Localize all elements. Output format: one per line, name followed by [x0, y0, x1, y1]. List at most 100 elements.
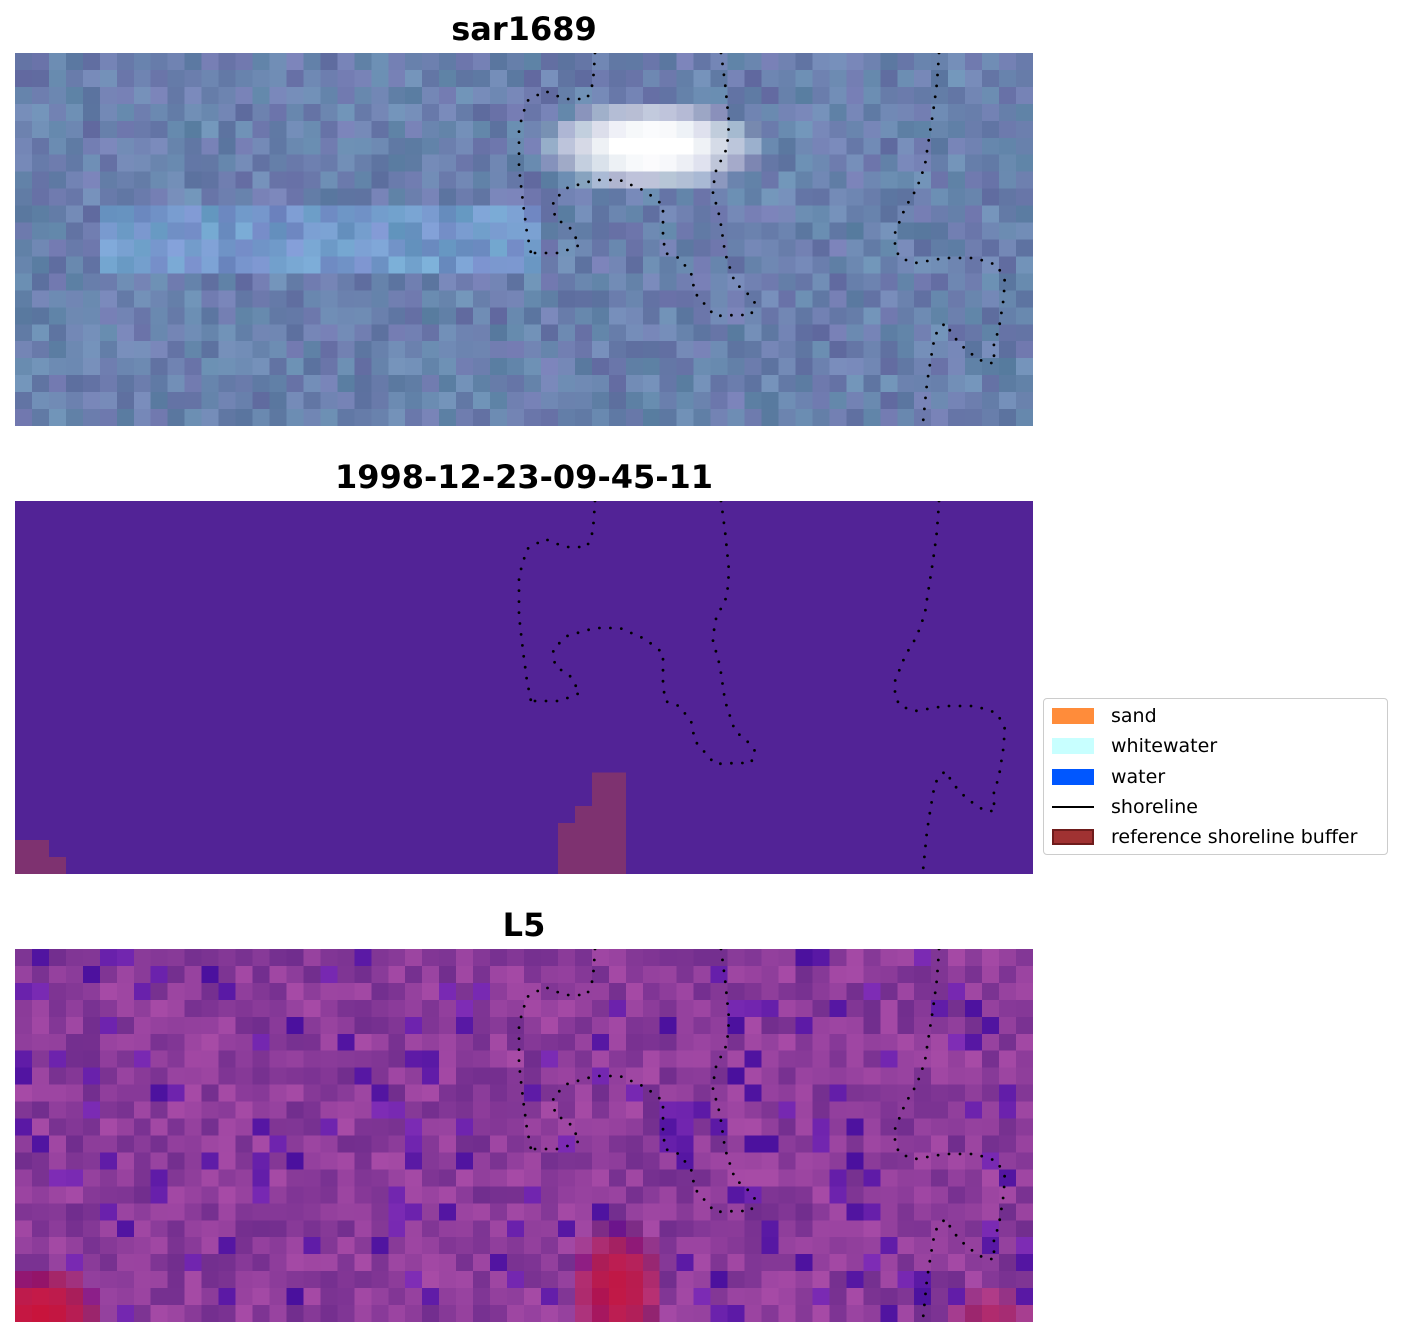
shoreline-dot [568, 1122, 572, 1126]
shoreline-dot [689, 720, 693, 724]
shoreline-dot [722, 521, 726, 525]
shoreline-dot [523, 665, 527, 669]
shoreline-dot [525, 676, 528, 680]
shoreline-dot [559, 1116, 563, 1120]
shoreline-dot [519, 119, 523, 123]
whitewater-swatch [1052, 738, 1094, 754]
shoreline-dot [676, 1152, 679, 1155]
shoreline-dot [592, 62, 596, 66]
shoreline-dot [750, 759, 754, 763]
shoreline-dot [517, 152, 521, 155]
shoreline-dot [917, 1077, 921, 1081]
shoreline-dot [753, 301, 756, 304]
shoreline-dot [948, 1224, 952, 1228]
shoreline-dot [995, 1229, 999, 1232]
shoreline-dot [731, 1172, 735, 1176]
sar-image [15, 53, 1033, 426]
legend-item-sand: sand [1052, 705, 1157, 727]
shoreline-dot [649, 1089, 652, 1093]
shoreline-dot [522, 556, 526, 560]
shoreline-dot [714, 649, 718, 653]
shoreline-dot [533, 251, 537, 255]
shoreline-dot [629, 631, 633, 635]
shoreline-dot [930, 1249, 933, 1252]
shoreline-dot [924, 608, 927, 612]
shoreline-dot [714, 201, 718, 205]
shoreline-dot [927, 1034, 931, 1038]
shoreline-dot [904, 706, 908, 710]
shoreline-dot [661, 679, 665, 683]
shoreline-dot [904, 1154, 908, 1158]
shoreline-dot [942, 1219, 945, 1223]
shoreline-dot [726, 554, 729, 557]
shoreline-dot [661, 657, 665, 661]
shoreline-dot [553, 1108, 556, 1112]
shoreline-dot [640, 188, 643, 191]
shoreline-dot [593, 53, 597, 55]
shoreline-dot [954, 785, 958, 789]
shoreline-dot [992, 354, 996, 358]
shoreline-dot [609, 1074, 612, 1078]
shoreline-dot [721, 234, 724, 237]
shoreline-dot [925, 385, 928, 389]
shoreline-dot [526, 99, 530, 102]
shoreline-dot [551, 202, 555, 205]
shoreline-dot [932, 554, 936, 558]
shoreline-dot [661, 1127, 665, 1131]
shoreline-dot [923, 855, 926, 859]
shoreline-dot [719, 949, 723, 951]
shoreline-dot [962, 345, 965, 349]
legend-item-water: water [1052, 766, 1165, 788]
shoreline-dot [526, 547, 530, 550]
shoreline-dot [728, 714, 732, 717]
shoreline-dot [551, 1098, 555, 1101]
shoreline-dot [1001, 300, 1005, 304]
shoreline-dot [683, 1160, 687, 1163]
reference-buffer-swatch [1052, 829, 1094, 845]
shoreline-dot [527, 1135, 530, 1139]
shoreline-dot [576, 183, 580, 187]
shoreline-dot [912, 191, 916, 195]
shoreline-dot [723, 980, 727, 984]
shoreline-dot [517, 589, 521, 592]
shoreline-dot [958, 1152, 962, 1156]
shoreline-dot [721, 958, 724, 962]
shoreline-dot [962, 1241, 965, 1245]
shoreline-dot [930, 801, 933, 804]
shoreline-dot [676, 704, 679, 707]
shoreline-dot [929, 576, 932, 579]
shoreline-dot [893, 1138, 897, 1141]
shoreline-dot [746, 292, 750, 296]
shoreline-dot [741, 761, 744, 765]
shoreline-dot [592, 969, 595, 973]
shoreline-dot [609, 178, 612, 182]
shoreline-dot [979, 807, 983, 810]
shoreline-dot [1000, 311, 1003, 315]
shoreline-dot [657, 200, 661, 204]
shoreline-dot [896, 252, 900, 256]
shoreline-dot [998, 716, 1002, 720]
shoreline-dot [725, 543, 728, 547]
shoreline-dot [925, 1045, 929, 1049]
shoreline-dot [936, 510, 940, 514]
shoreline-dot [731, 276, 735, 280]
shoreline-dot [521, 196, 524, 199]
shoreline-dot [719, 223, 723, 227]
shoreline-dot [924, 396, 927, 400]
shoreline-dot [523, 217, 527, 221]
shoreline-dot [917, 629, 921, 633]
shoreline-dot [927, 138, 931, 142]
shoreline-dot [517, 141, 521, 144]
shoreline-dot [725, 703, 728, 707]
shoreline-dot [519, 185, 523, 188]
shoreline-dot [728, 266, 732, 269]
shoreline-dot [992, 1250, 996, 1254]
shoreline-dot [936, 969, 939, 973]
shoreline-dot [519, 633, 523, 636]
shoreline-dot [546, 538, 549, 542]
shoreline-dot [1003, 1174, 1006, 1178]
shoreline-dot [896, 700, 900, 704]
shoreline-dot [629, 183, 633, 187]
shoreline-dot [719, 501, 723, 503]
shoreline-dot [904, 258, 908, 262]
